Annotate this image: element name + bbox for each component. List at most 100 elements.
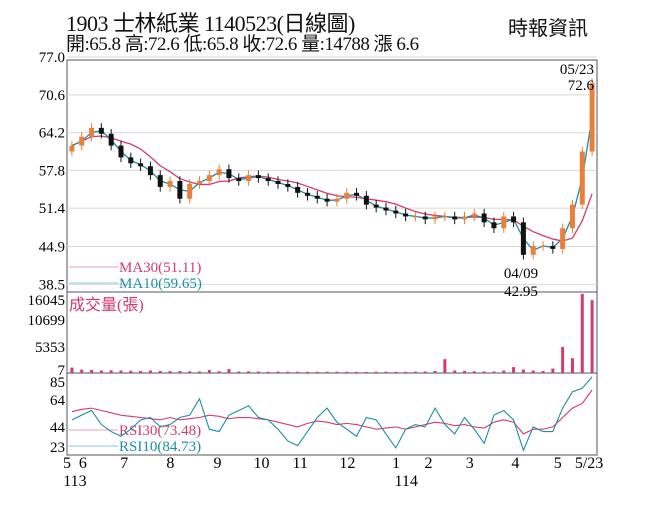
legend-label: MA10(59.65)	[119, 276, 202, 292]
candle	[452, 216, 458, 220]
month-label: 12	[339, 455, 355, 472]
volume-bar	[70, 367, 74, 373]
volume-bar	[80, 369, 84, 373]
month-label: 8	[166, 455, 174, 472]
volume-bar	[541, 371, 545, 373]
volume-bar	[188, 371, 192, 373]
rsi-tick-label: 44	[50, 420, 66, 436]
volume-bar	[512, 367, 516, 373]
month-label: 5/23	[575, 455, 603, 472]
price-tick-label: 77.0	[39, 50, 65, 66]
candle	[246, 175, 252, 182]
volume-bar	[472, 371, 476, 373]
ma10-line	[71, 117, 593, 252]
candle	[255, 175, 261, 179]
month-label: 5	[554, 455, 562, 472]
month-label: 5	[63, 455, 71, 472]
volume-bar	[99, 370, 103, 373]
legend-label: MA30(51.11)	[119, 260, 201, 276]
candle	[118, 145, 124, 158]
volume-bar	[423, 371, 427, 373]
candle	[530, 245, 536, 255]
candle	[236, 178, 242, 182]
volume-bar	[355, 371, 359, 373]
candle	[462, 216, 467, 220]
price-tick-label: 51.4	[39, 201, 66, 217]
candle	[501, 216, 507, 229]
rsi-legend-label: RSI30(73.48)	[119, 423, 201, 439]
volume-bar	[531, 370, 535, 373]
year-label: 113	[63, 473, 86, 490]
candle	[511, 216, 517, 223]
volume-bar	[364, 371, 368, 373]
volume-tick-label: 7	[58, 363, 66, 379]
price-tick-label: 38.5	[39, 277, 65, 293]
month-label: 11	[292, 455, 307, 472]
rsi-tick-label: 85	[50, 375, 65, 391]
candle	[589, 83, 595, 152]
candle	[471, 213, 477, 217]
candle	[334, 198, 340, 202]
volume-bar	[207, 370, 211, 373]
candle	[187, 183, 193, 199]
rsi-line	[71, 376, 593, 452]
chart-title: 1903 士林紙業 1140523(日線圖)	[66, 11, 355, 36]
low-date-annotation: 04/09	[504, 266, 538, 282]
volume-bar	[325, 371, 329, 373]
volume-bar	[296, 371, 300, 373]
volume-bar	[315, 371, 319, 373]
volume-bar	[129, 370, 133, 373]
volume-title: 成交量(張)	[69, 296, 144, 314]
volume-bar	[198, 371, 201, 373]
rsi-legend-label: RSI10(84.73)	[119, 439, 201, 455]
candle	[167, 181, 173, 187]
candle	[108, 133, 114, 146]
volume-tick-label: 10699	[28, 313, 66, 329]
candle	[560, 228, 566, 249]
month-label: 10	[254, 455, 270, 472]
volume-bar	[266, 371, 270, 373]
volume-bar	[561, 346, 565, 373]
volume-bar	[453, 370, 457, 373]
volume-bar	[413, 371, 417, 373]
candle	[226, 169, 232, 179]
candle	[79, 136, 85, 146]
candle	[69, 145, 75, 152]
candle	[579, 151, 585, 205]
last-price-annotation: 72.6	[568, 78, 595, 94]
volume-bar	[119, 370, 123, 373]
price-tick-label: 57.8	[39, 163, 65, 179]
candle	[491, 222, 497, 229]
candle	[295, 186, 301, 193]
candle	[569, 204, 575, 229]
candle	[157, 175, 163, 187]
candle	[373, 204, 379, 208]
volume-bar	[345, 371, 349, 373]
plot-frame	[66, 59, 598, 456]
candle	[147, 166, 153, 176]
volume-bar	[158, 370, 162, 373]
month-label: 6	[79, 455, 87, 472]
last-date-annotation: 05/23	[560, 62, 594, 78]
volume-bar	[384, 371, 388, 373]
volume-tick-label: 5353	[35, 340, 65, 356]
candle	[314, 195, 320, 199]
candle	[304, 192, 310, 196]
candle	[540, 245, 546, 247]
month-label: 3	[466, 455, 474, 472]
rsi-line	[71, 389, 593, 435]
volume-bar	[551, 368, 555, 373]
month-label: 1	[392, 455, 400, 472]
volume-bar	[521, 369, 525, 373]
low-price-annotation: 42.95	[504, 284, 538, 300]
candle	[550, 245, 556, 249]
volume-bar	[394, 371, 398, 373]
candle	[422, 216, 428, 220]
volume-bar	[502, 370, 506, 373]
rsi-tick-label: 23	[50, 440, 65, 456]
candle	[412, 216, 418, 218]
volume-bar	[90, 370, 94, 373]
candle	[520, 222, 526, 255]
volume-bar	[276, 371, 280, 373]
year-label: 114	[394, 473, 417, 490]
